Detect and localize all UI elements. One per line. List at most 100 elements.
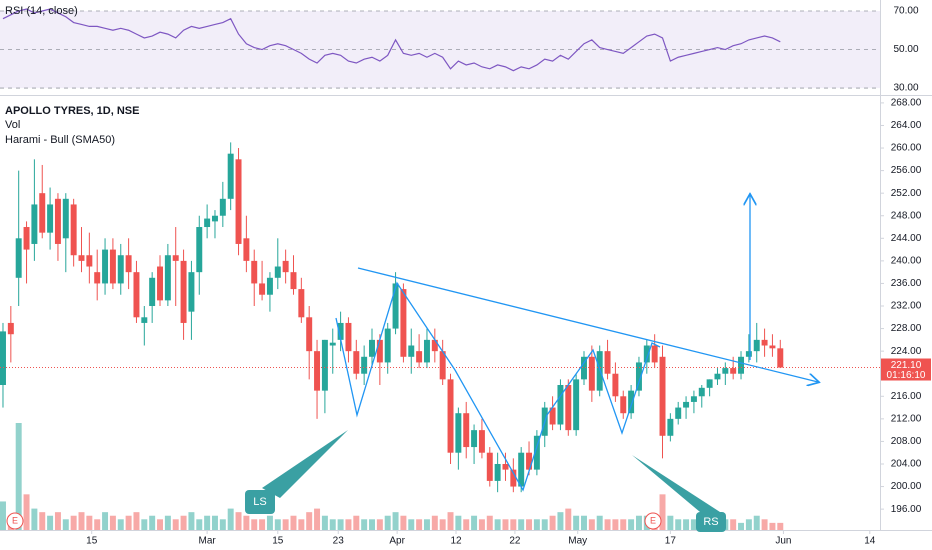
candle-body bbox=[196, 227, 203, 273]
x-tick-label: Mar bbox=[199, 536, 217, 547]
volume-bar bbox=[298, 519, 305, 530]
candle-body bbox=[62, 198, 69, 239]
volume-bar bbox=[62, 519, 69, 530]
callout-box bbox=[245, 490, 275, 514]
x-tick-label: Apr bbox=[389, 536, 405, 547]
x-tick-label: 23 bbox=[333, 536, 345, 547]
candle-body bbox=[690, 396, 697, 402]
earnings-label[interactable]: E bbox=[650, 515, 656, 525]
volume-bar bbox=[94, 519, 101, 530]
rsi-tick-label: 30.00 bbox=[893, 83, 918, 94]
volume-bar bbox=[761, 519, 768, 530]
volume-bar bbox=[290, 515, 297, 530]
volume-bar bbox=[533, 519, 540, 530]
candle-body bbox=[588, 356, 595, 391]
candle-body bbox=[117, 255, 124, 284]
volume-bar bbox=[345, 519, 352, 530]
volume-bar bbox=[235, 512, 242, 530]
candle-body bbox=[345, 322, 352, 352]
y-tick-label: 212.00 bbox=[891, 413, 922, 424]
candle-body bbox=[761, 339, 768, 346]
y-tick-label: 256.00 bbox=[891, 165, 922, 176]
candle-body bbox=[518, 452, 525, 487]
candle-body bbox=[337, 322, 344, 340]
volume-bar bbox=[745, 519, 752, 530]
volume-bar bbox=[431, 515, 438, 530]
y-tick-label: 204.00 bbox=[891, 459, 922, 470]
volume-bar bbox=[510, 519, 517, 530]
volume-bar bbox=[447, 512, 454, 530]
candle-body bbox=[102, 249, 109, 284]
candle-body bbox=[235, 159, 242, 244]
candle-body bbox=[290, 272, 297, 290]
volume-bar bbox=[392, 512, 399, 530]
volume-bar bbox=[243, 515, 250, 530]
volume-bar bbox=[667, 515, 674, 530]
volume-bar bbox=[549, 515, 556, 530]
x-tick-label: 15 bbox=[272, 536, 284, 547]
rsi-tick-label: 70.00 bbox=[893, 6, 918, 17]
volume-bar bbox=[777, 522, 784, 530]
candle-body bbox=[565, 385, 572, 431]
volume-bar bbox=[683, 519, 690, 530]
volume-bar bbox=[0, 501, 6, 530]
candle-body bbox=[510, 469, 517, 487]
candle-body bbox=[745, 351, 752, 357]
volume-bar bbox=[211, 515, 218, 530]
candle-body bbox=[581, 356, 587, 380]
earnings-marker[interactable] bbox=[6, 512, 24, 530]
candle-body bbox=[157, 266, 163, 301]
volume-bar bbox=[596, 515, 603, 530]
volume-bar bbox=[769, 522, 776, 530]
volume-bar bbox=[604, 519, 611, 530]
volume-bar bbox=[39, 512, 46, 530]
candle-body bbox=[47, 204, 54, 233]
earnings-label[interactable]: E bbox=[12, 515, 18, 525]
candle-body bbox=[94, 272, 101, 284]
candle-body bbox=[125, 255, 132, 273]
candle-body bbox=[714, 373, 721, 380]
y-tick-label: 252.00 bbox=[891, 188, 922, 199]
candle-body bbox=[384, 328, 391, 363]
volume-bar bbox=[54, 512, 61, 530]
candle-body bbox=[227, 153, 234, 199]
volume-bar bbox=[337, 519, 344, 530]
candle-body bbox=[54, 198, 61, 244]
candle-body bbox=[78, 255, 85, 261]
legend-item: Harami - Bull (SMA50) bbox=[5, 134, 115, 146]
candle-body bbox=[604, 351, 611, 374]
candle-body bbox=[659, 356, 666, 436]
x-tick-label: 17 bbox=[665, 536, 677, 547]
candle-body bbox=[730, 368, 737, 374]
volume-bar bbox=[753, 515, 760, 530]
candle-body bbox=[439, 351, 446, 380]
last-price-label: 221.10 bbox=[891, 360, 922, 371]
rsi-line bbox=[2, 8, 781, 72]
volume-bar bbox=[376, 519, 383, 530]
y-tick-label: 268.00 bbox=[891, 98, 922, 109]
callout-pointer bbox=[632, 455, 720, 512]
plot-area: 70.00 50.00 30.00 268.00 264.00 260.00 256.00 2… bbox=[0, 6, 922, 547]
candle-body bbox=[471, 430, 478, 448]
callout-box bbox=[696, 512, 726, 532]
candle-body bbox=[266, 277, 273, 295]
candle-body bbox=[683, 401, 690, 408]
volume-bar bbox=[369, 519, 375, 530]
volume-bar bbox=[439, 519, 446, 530]
candle-body bbox=[392, 283, 399, 329]
volume-bar bbox=[133, 512, 140, 530]
y-tick-label: 232.00 bbox=[891, 301, 922, 312]
x-tick-label: 15 bbox=[86, 536, 98, 547]
volume-bar bbox=[70, 515, 77, 530]
candle-body bbox=[722, 368, 729, 374]
candle-body bbox=[753, 339, 760, 352]
candle-body bbox=[706, 379, 713, 388]
volume-bar bbox=[675, 519, 682, 530]
candle-body bbox=[353, 351, 360, 374]
candle-body bbox=[172, 255, 179, 261]
earnings-marker[interactable] bbox=[644, 512, 662, 530]
volume-bar bbox=[15, 423, 22, 530]
candle-body bbox=[243, 238, 250, 261]
candle-body bbox=[31, 204, 38, 244]
